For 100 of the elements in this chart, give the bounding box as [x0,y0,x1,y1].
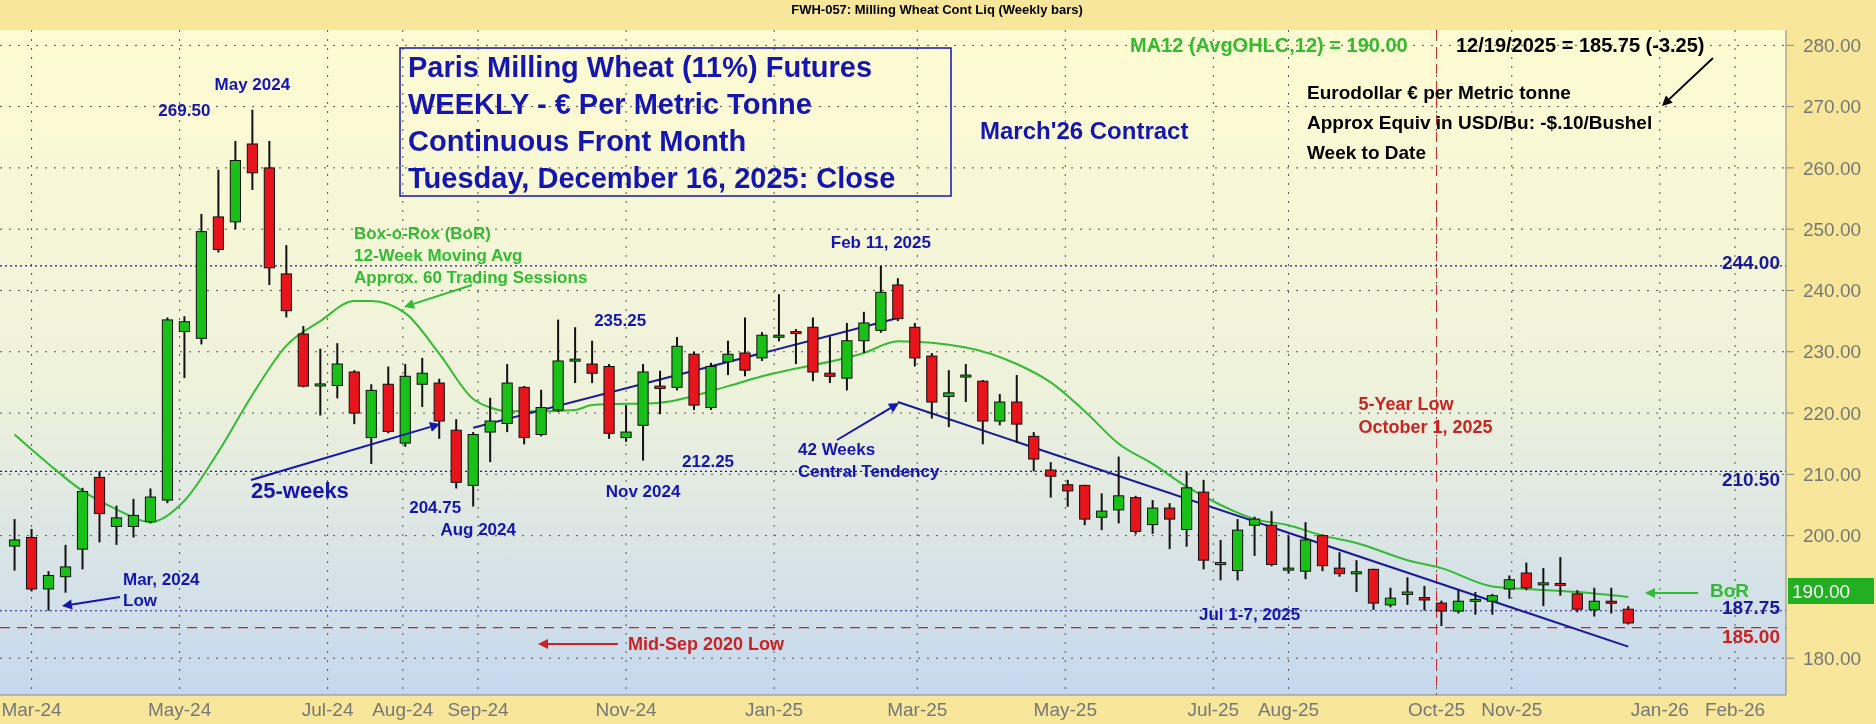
candlestick [1554,556,1566,597]
candlestick [943,369,955,429]
annotation: 212.25 [682,451,735,471]
candlestick [59,543,72,594]
candlestick [1011,374,1023,445]
candlestick [756,331,768,362]
candlestick [790,328,802,366]
y-tick-label: 230.00 [1802,341,1862,363]
x-tick-label: Mar-24 [1,699,63,720]
candlestick [1350,559,1363,594]
candlestick [960,363,972,404]
annotation: Mar, 2024 Low [123,570,201,610]
x-tick-label: May-24 [147,699,212,720]
candlestick [1028,431,1040,473]
y-tick-label: 250.00 [1802,218,1862,240]
y-tick-label: 270.00 [1802,96,1862,118]
annotation: Jul 1-7, 2025 [1199,605,1301,625]
candlestick [1452,589,1464,615]
ref-line-label: 5-Year Low October 1, 2025 [1358,394,1493,437]
candlestick [127,497,140,539]
text: WEEKLY - € Per Metric Tonne Continuous Front Month Tuesday, December 16, 2025: Close [408,88,896,194]
annotation: May 2024 [214,74,291,94]
candlestick [858,310,870,354]
candlestick [1588,586,1600,618]
candlestick [1605,586,1617,615]
y-tick-label: 220.00 [1802,402,1862,424]
y-tick-label: 240.00 [1802,280,1862,302]
x-tick-label: Jul-25 [1187,699,1240,720]
x-tick-label: Feb-26 [1704,699,1766,720]
x-tick-label: Mar-25 [887,699,948,720]
candlestick [1571,589,1583,614]
x-tick-label: Aug-24 [372,699,434,720]
x-tick-label: Nov-25 [1481,699,1543,720]
candlestick [1062,478,1074,508]
annotation: 235.25 [594,310,647,330]
annotation: March'26 Contract [980,117,1189,144]
ref-line-label: 244.00 [1721,251,1780,273]
candlestick [994,393,1006,427]
candlestick [1469,591,1481,616]
annotation: Feb 11, 2025 [830,232,931,252]
candlestick [1096,492,1108,532]
candlestick [569,326,581,385]
ref-line-label: 185.00 [1721,625,1780,647]
candlestick [1401,576,1414,606]
candlestick [1486,592,1498,616]
annotation: 42 Weeks Central Tendency [798,440,940,481]
annotation: Mid-Sep 2020 Low [628,634,786,654]
annotation: 25-weeks [251,478,349,503]
candlestick [1113,455,1125,525]
annotation: Nov 2024 [605,481,681,501]
candlestick [773,293,785,343]
candlestick [1503,574,1515,600]
text: MA12 (AvgOHLC,12) = 190.00 [1130,34,1408,56]
candlestick [739,316,751,378]
candlestick [416,356,428,408]
annotation: Box-o-Rox (BoR) 12-Week Moving Avg Approx. 60 Trading Sessions [354,224,588,287]
text: 190.00 [1792,580,1851,602]
candlestick [824,335,836,385]
candlestick [1215,538,1227,582]
candlestick [620,404,632,443]
candlestick [654,369,666,416]
x-tick-label: May-25 [1033,699,1097,720]
candlestick [331,342,343,400]
x-tick-label: Oct-25 [1408,699,1466,720]
candlestick [1418,584,1431,612]
candlestick [1045,461,1057,499]
x-tick-label: Jan-26 [1630,699,1689,720]
candlestick [1333,551,1346,578]
candlestick [1248,515,1261,557]
annotation: 12/19/2025 = 185.75 (-3.25) [1456,34,1705,56]
candlestick [586,339,598,385]
candlestick [178,315,191,380]
candlestick [1384,586,1397,609]
annotation: Aug 2024 [440,519,517,539]
x-tick-label: Jul-24 [301,699,354,720]
y-tick-label: 260.00 [1802,157,1862,179]
candlestick [722,339,734,377]
candlestick [1520,561,1532,592]
text: Paris Milling Wheat (11%) Futures [408,51,873,83]
candlestick [42,570,55,612]
annotation: Eurodollar € per Metric tonne Approx Equiv in USD/Bu: -$.10/Bushel Week to Date [1307,82,1653,163]
y-tick-label: 210.00 [1802,464,1862,485]
x-tick-label: Aug-25 [1257,699,1320,720]
candlestick [8,518,21,572]
y-tick-label: 180.00 [1802,647,1862,669]
annotation: 269.50 [158,100,211,120]
candlestick [484,396,496,464]
y-tick-label: 280.00 [1802,34,1862,56]
candlestick [1537,567,1549,608]
candlestick [1164,502,1176,551]
x-tick-label: Jan-25 [745,699,804,720]
candlestick [1147,499,1159,535]
candlestick [1435,599,1448,628]
candlestick [110,504,123,546]
annotation: 204.75 [409,497,462,517]
candlestick [314,347,326,417]
candlestick [1282,534,1295,575]
x-tick-label: Nov-24 [595,699,658,720]
y-tick-label: 200.00 [1802,525,1862,547]
x-tick-label: Sep-24 [447,699,510,720]
